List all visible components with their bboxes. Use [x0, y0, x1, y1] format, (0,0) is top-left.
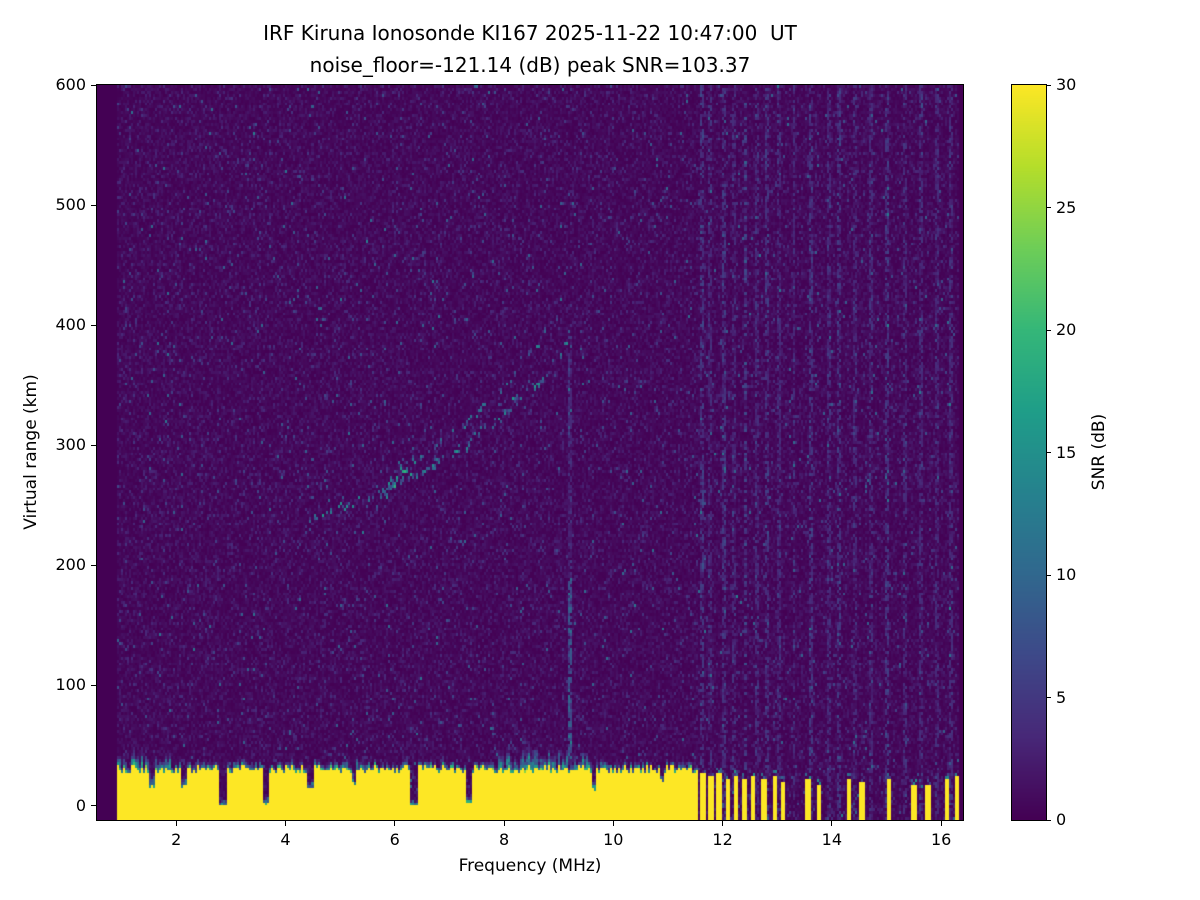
y-tick-label: 200	[55, 555, 86, 575]
y-tick-mark	[91, 684, 96, 686]
x-tick-mark	[175, 821, 177, 826]
x-tick-label: 10	[603, 830, 624, 849]
colorbar-tick-label: 5	[1056, 687, 1067, 707]
y-tick-label: 100	[55, 675, 86, 695]
y-tick-label: 300	[55, 435, 86, 455]
colorbar-tick-label: 10	[1056, 565, 1077, 584]
x-tick-label: 12	[712, 830, 733, 849]
colorbar-tick-label: 30	[1056, 75, 1077, 94]
colorbar-tick-mark	[1046, 697, 1051, 698]
x-tick-mark	[722, 821, 724, 826]
chart-subtitle: noise_floor=-121.14 (dB) peak SNR=103.37	[309, 53, 751, 77]
colorbar	[1012, 85, 1046, 820]
y-tick-label: 0	[75, 795, 86, 815]
y-tick-label: 500	[55, 195, 86, 215]
x-tick-mark	[284, 821, 286, 826]
colorbar-tick-label: 0	[1056, 810, 1067, 829]
x-tick-label: 16	[930, 830, 952, 849]
colorbar-tick-label: 25	[1056, 197, 1077, 217]
colorbar-tick-mark	[1046, 207, 1051, 208]
colorbar-tick-mark	[1046, 329, 1051, 331]
x-tick-mark	[831, 821, 833, 826]
x-tick-label: 6	[389, 830, 400, 849]
colorbar-tick-label: 15	[1056, 442, 1077, 462]
y-tick-mark	[91, 84, 96, 86]
colorbar-tick-mark	[1046, 452, 1051, 453]
colorbar-label: SNR (dB)	[1089, 413, 1109, 491]
x-tick-mark	[940, 821, 942, 826]
y-tick-label: 600	[55, 75, 86, 94]
x-axis-label: Frequency (MHz)	[458, 856, 602, 876]
colorbar-tick-mark	[1046, 84, 1051, 86]
x-tick-mark	[394, 821, 396, 826]
colorbar-tick-label: 20	[1056, 320, 1077, 339]
y-tick-label: 400	[55, 315, 86, 335]
colorbar-tick-mark	[1046, 574, 1051, 576]
chart-title: IRF Kiruna Ionosonde KI167 2025-11-22 10…	[263, 21, 797, 45]
x-tick-mark	[503, 821, 505, 826]
y-tick-mark	[91, 204, 96, 206]
x-tick-label: 2	[171, 830, 182, 849]
colorbar-tick-mark	[1046, 819, 1051, 821]
y-tick-mark	[91, 564, 96, 566]
y-axis-label: Virtual range (km)	[21, 374, 41, 530]
x-tick-label: 4	[280, 830, 291, 849]
x-tick-label: 14	[821, 830, 843, 849]
x-tick-label: 8	[498, 830, 510, 849]
y-tick-mark	[91, 805, 96, 807]
ionogram-heatmap	[97, 85, 963, 820]
y-tick-mark	[91, 444, 96, 446]
y-tick-mark	[91, 324, 96, 326]
x-tick-mark	[612, 821, 614, 826]
